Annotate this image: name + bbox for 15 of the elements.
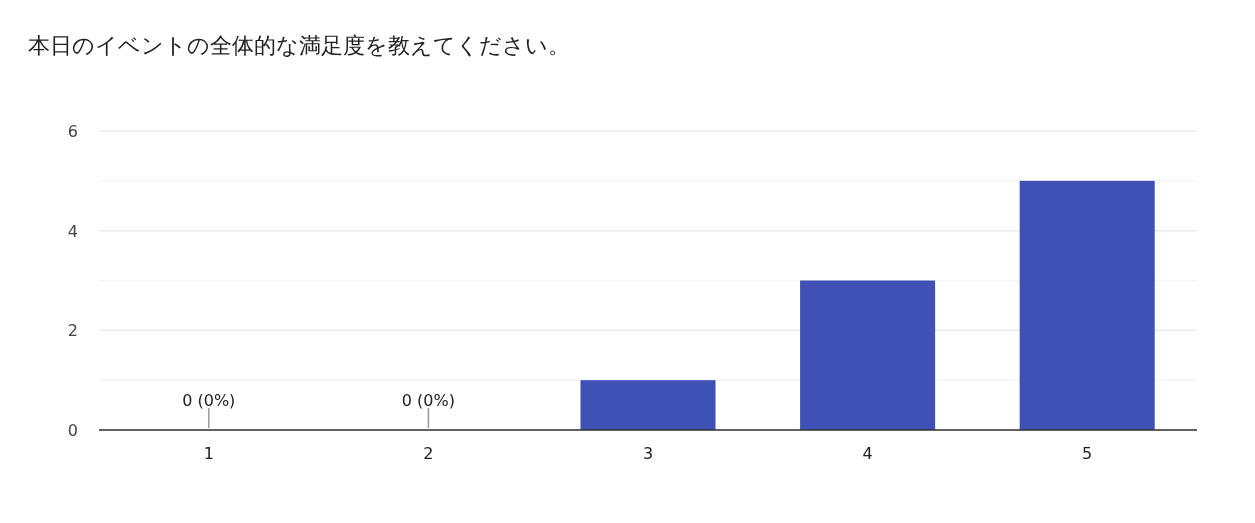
y-tick-label: 6 (67, 122, 78, 141)
bar (1019, 180, 1155, 430)
x-tick-label: 1 (203, 444, 214, 463)
y-tick-label: 0 (67, 421, 78, 440)
chart-title: 本日のイベントの全体的な満足度を教えてください。 (28, 33, 570, 58)
x-tick-label: 4 (862, 444, 873, 463)
data-label: 0 (0%) (182, 391, 236, 410)
bar (800, 280, 936, 430)
x-tick-label: 5 (1082, 444, 1093, 463)
data-label: 0 (0%) (401, 391, 455, 410)
x-tick-label: 3 (642, 444, 654, 463)
bar (580, 380, 716, 430)
y-tick-label: 2 (67, 321, 78, 341)
x-tick-label: 2 (423, 444, 434, 463)
y-tick-label: 4 (67, 221, 78, 241)
